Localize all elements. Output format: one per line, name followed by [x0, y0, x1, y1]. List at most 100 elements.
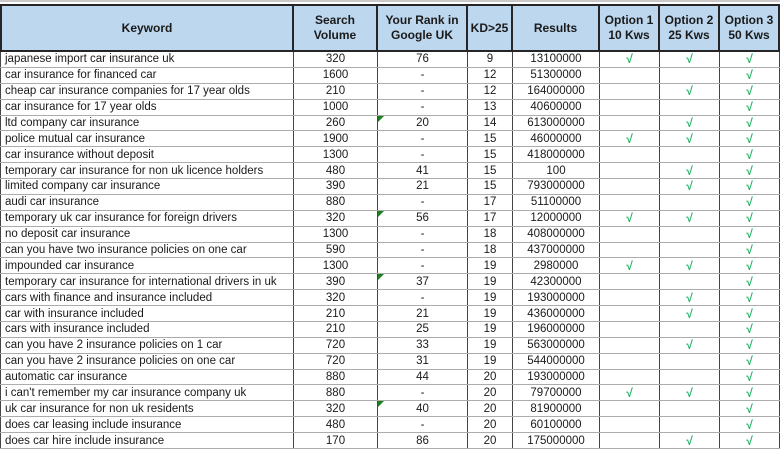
cell-search-volume[interactable]: 320 [294, 290, 378, 306]
column-header-results[interactable]: Results [513, 4, 600, 52]
cell-kd[interactable]: 9 [468, 52, 513, 67]
cell-results[interactable]: 164000000 [513, 83, 600, 99]
cell-keyword[interactable]: cars with finance and insurance included [0, 290, 294, 306]
cell-search-volume[interactable]: 320 [294, 401, 378, 417]
cell-option2-check[interactable] [660, 242, 720, 258]
cell-option1-check[interactable] [600, 163, 660, 179]
cell-keyword[interactable]: uk car insurance for non uk residents [0, 401, 294, 417]
cell-kd[interactable]: 19 [468, 274, 513, 290]
cell-option3-check[interactable]: √ [720, 67, 780, 83]
cell-option1-check[interactable]: √ [600, 210, 660, 226]
cell-option1-check[interactable] [600, 115, 660, 131]
cell-option3-check[interactable]: √ [720, 337, 780, 353]
cell-results[interactable]: 60100000 [513, 417, 600, 433]
cell-option1-check[interactable]: √ [600, 52, 660, 67]
cell-results[interactable]: 408000000 [513, 226, 600, 242]
cell-rank[interactable]: 76 [378, 52, 468, 67]
cell-keyword[interactable]: japanese import car insurance uk [0, 52, 294, 67]
column-header-search-volume[interactable]: Search Volume [294, 4, 378, 52]
cell-option1-check[interactable]: √ [600, 258, 660, 274]
cell-rank[interactable]: 25 [378, 321, 468, 337]
cell-rank[interactable]: 56 [378, 210, 468, 226]
cell-option2-check[interactable]: √ [660, 115, 720, 131]
cell-results[interactable]: 196000000 [513, 321, 600, 337]
cell-results[interactable]: 437000000 [513, 242, 600, 258]
cell-kd[interactable]: 15 [468, 179, 513, 194]
cell-results[interactable]: 418000000 [513, 147, 600, 163]
cell-results[interactable]: 175000000 [513, 433, 600, 448]
cell-rank[interactable]: 40 [378, 401, 468, 417]
cell-search-volume[interactable]: 720 [294, 337, 378, 353]
cell-kd[interactable]: 18 [468, 242, 513, 258]
cell-option2-check[interactable] [660, 417, 720, 433]
cell-option3-check[interactable]: √ [720, 194, 780, 210]
cell-kd[interactable]: 17 [468, 194, 513, 210]
cell-option2-check[interactable]: √ [660, 385, 720, 401]
cell-option2-check[interactable] [660, 67, 720, 83]
cell-option2-check[interactable] [660, 274, 720, 290]
cell-option1-check[interactable] [600, 290, 660, 306]
cell-keyword[interactable]: limited company car insurance [0, 179, 294, 194]
cell-keyword[interactable]: audi car insurance [0, 194, 294, 210]
cell-option3-check[interactable]: √ [720, 163, 780, 179]
cell-option3-check[interactable]: √ [720, 417, 780, 433]
cell-keyword[interactable]: temporary car insurance for internationa… [0, 274, 294, 290]
cell-option2-check[interactable]: √ [660, 83, 720, 99]
cell-option1-check[interactable] [600, 147, 660, 163]
cell-keyword[interactable]: ltd company car insurance [0, 115, 294, 131]
cell-option2-check[interactable]: √ [660, 131, 720, 147]
column-header-kd[interactable]: KD>25 [468, 4, 513, 52]
cell-search-volume[interactable]: 210 [294, 306, 378, 321]
cell-option1-check[interactable] [600, 337, 660, 353]
cell-search-volume[interactable]: 1000 [294, 99, 378, 115]
cell-results[interactable]: 613000000 [513, 115, 600, 131]
cell-option2-check[interactable] [660, 369, 720, 385]
cell-rank[interactable]: 37 [378, 274, 468, 290]
cell-option2-check[interactable]: √ [660, 258, 720, 274]
cell-results[interactable]: 13100000 [513, 52, 600, 67]
cell-search-volume[interactable]: 170 [294, 433, 378, 448]
cell-option1-check[interactable] [600, 83, 660, 99]
cell-search-volume[interactable]: 1900 [294, 131, 378, 147]
cell-option2-check[interactable] [660, 99, 720, 115]
cell-results[interactable]: 193000000 [513, 369, 600, 385]
cell-option1-check[interactable] [600, 194, 660, 210]
cell-keyword[interactable]: cars with insurance included [0, 321, 294, 337]
cell-option3-check[interactable]: √ [720, 369, 780, 385]
cell-rank[interactable]: - [378, 194, 468, 210]
cell-kd[interactable]: 20 [468, 385, 513, 401]
cell-option3-check[interactable]: √ [720, 210, 780, 226]
cell-search-volume[interactable]: 880 [294, 385, 378, 401]
cell-results[interactable]: 12000000 [513, 210, 600, 226]
cell-kd[interactable]: 19 [468, 258, 513, 274]
cell-option1-check[interactable] [600, 401, 660, 417]
cell-kd[interactable]: 12 [468, 67, 513, 83]
cell-rank[interactable]: - [378, 242, 468, 258]
column-header-keyword[interactable]: Keyword [0, 4, 294, 52]
cell-results[interactable]: 51300000 [513, 67, 600, 83]
cell-results[interactable]: 100 [513, 163, 600, 179]
cell-search-volume[interactable]: 260 [294, 115, 378, 131]
cell-option1-check[interactable] [600, 353, 660, 369]
cell-rank[interactable]: - [378, 83, 468, 99]
cell-option2-check[interactable]: √ [660, 52, 720, 67]
cell-keyword[interactable]: impounded car insurance [0, 258, 294, 274]
cell-results[interactable]: 79700000 [513, 385, 600, 401]
cell-results[interactable]: 436000000 [513, 306, 600, 321]
cell-option3-check[interactable]: √ [720, 226, 780, 242]
cell-option3-check[interactable]: √ [720, 433, 780, 448]
cell-keyword[interactable]: no deposit car insurance [0, 226, 294, 242]
cell-rank[interactable]: 86 [378, 433, 468, 448]
cell-search-volume[interactable]: 210 [294, 83, 378, 99]
column-header-option2[interactable]: Option 2 25 Kws [660, 4, 720, 52]
cell-option1-check[interactable] [600, 369, 660, 385]
cell-option1-check[interactable] [600, 321, 660, 337]
cell-kd[interactable]: 20 [468, 369, 513, 385]
cell-rank[interactable]: - [378, 385, 468, 401]
cell-rank[interactable]: 41 [378, 163, 468, 179]
cell-search-volume[interactable]: 1300 [294, 147, 378, 163]
cell-option2-check[interactable] [660, 401, 720, 417]
cell-results[interactable]: 563000000 [513, 337, 600, 353]
cell-rank[interactable]: - [378, 147, 468, 163]
cell-rank[interactable]: - [378, 99, 468, 115]
